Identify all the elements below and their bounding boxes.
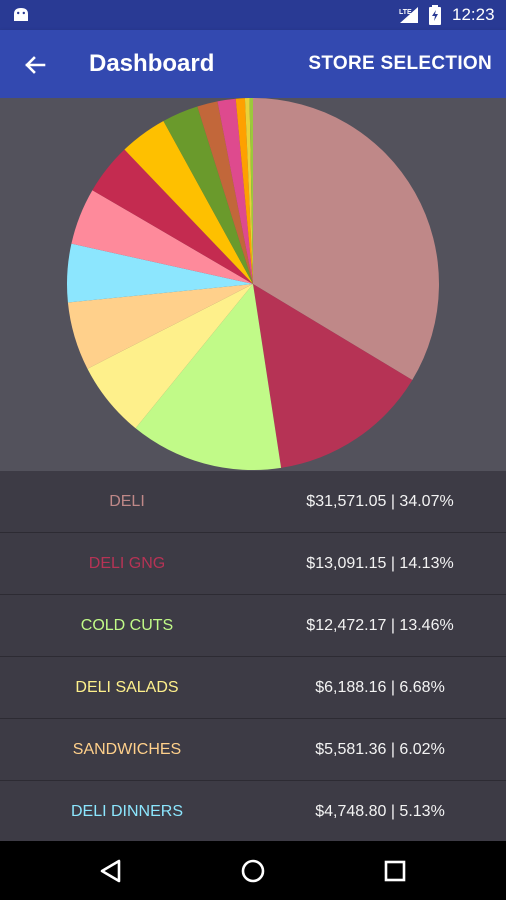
category-name: DELI DINNERS (70, 803, 184, 820)
arrow-left-icon[interactable] (20, 50, 50, 80)
category-name: COLD CUTS (80, 617, 174, 634)
pie-slice[interactable] (197, 101, 253, 285)
pie-slice[interactable] (244, 98, 253, 284)
pie-chart[interactable] (0, 98, 506, 471)
category-name: SANDWICHES (72, 741, 182, 758)
pie-slice[interactable] (135, 284, 282, 470)
page-title: Dashboard (89, 50, 215, 77)
pie-slice[interactable] (253, 98, 439, 381)
pie-slice[interactable] (67, 284, 253, 369)
pie-slice[interactable] (249, 98, 253, 284)
status-bar: LTE 12:23 (0, 0, 506, 30)
list-row[interactable]: DELI GNG $13,091.15 | 14.13% (0, 533, 506, 595)
back-triangle-icon[interactable] (95, 855, 127, 887)
list-row[interactable]: COLD CUTS $12,472.17 | 13.46% (0, 595, 506, 657)
pie-slice[interactable] (66, 243, 253, 303)
list-row[interactable]: DELI $31,571.05 | 34.07% (0, 471, 506, 533)
store-selection-button[interactable]: STORE SELECTION (308, 53, 492, 74)
pie-slice[interactable] (253, 284, 413, 468)
category-value: $12,472.17 | 13.46% (306, 617, 454, 634)
signal-label: LTE (399, 9, 412, 16)
category-name: DELI GNG (88, 555, 166, 572)
category-name: DELI (109, 493, 145, 510)
app-bar: Dashboard STORE SELECTION (0, 30, 506, 98)
category-value: $13,091.15 | 14.13% (306, 555, 454, 572)
android-icon (14, 8, 28, 21)
list-row[interactable]: DELI SALADS $6,188.16 | 6.68% (0, 657, 506, 719)
pie-slice[interactable] (87, 284, 254, 429)
chart-area (0, 98, 506, 471)
list-row[interactable]: SANDWICHES $5,581.36 | 6.02% (0, 719, 506, 781)
pie-slice[interactable] (163, 106, 253, 284)
category-list: DELI $31,571.05 | 34.07% DELI GNG $13,091.1… (0, 471, 506, 843)
pie-slice[interactable] (217, 98, 253, 284)
category-value: $4,748.80 | 5.13% (315, 803, 445, 820)
list-row[interactable]: DELI DINNERS $4,748.80 | 5.13% (0, 781, 506, 843)
pie-slice[interactable] (235, 98, 253, 285)
category-name: DELI SALADS (75, 679, 179, 696)
signal-icon: LTE (399, 7, 418, 23)
category-value: $31,571.05 | 34.07% (306, 493, 454, 510)
status-time: 12:23 (452, 5, 495, 24)
navigation-bar (0, 841, 506, 900)
pie-slice[interactable] (71, 190, 253, 284)
recents-square-icon[interactable] (379, 855, 411, 887)
pie-slice[interactable] (124, 120, 254, 285)
category-value: $5,581.36 | 6.02% (315, 741, 445, 758)
pie-slice[interactable] (92, 149, 253, 284)
home-circle-icon[interactable] (237, 855, 269, 887)
category-value: $6,188.16 | 6.68% (315, 679, 445, 696)
battery-icon (429, 5, 441, 25)
